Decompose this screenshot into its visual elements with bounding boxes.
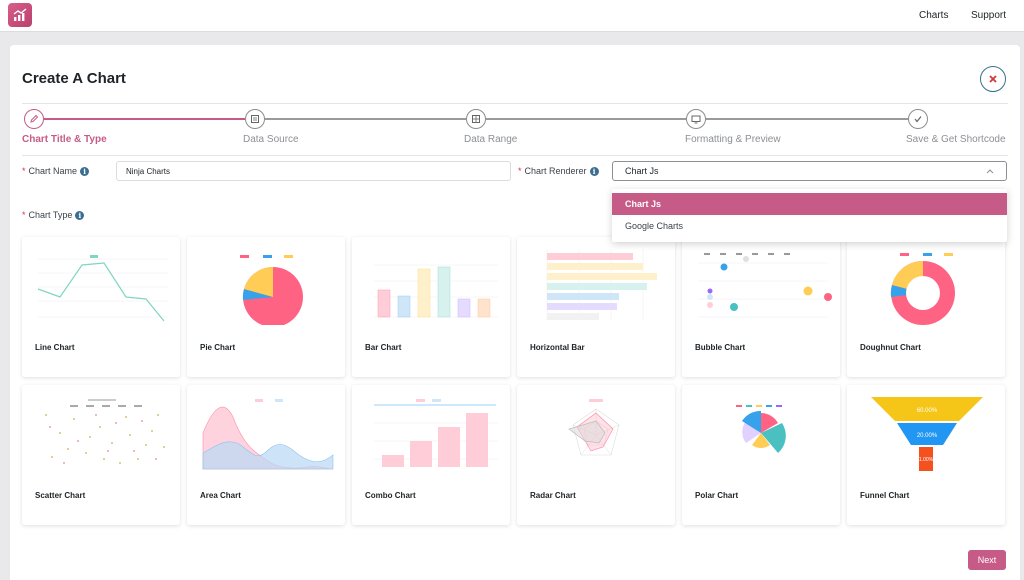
divider bbox=[22, 103, 1008, 104]
page-title: Create A Chart bbox=[22, 70, 126, 87]
card-label: Polar Chart bbox=[695, 491, 739, 500]
step-connector bbox=[265, 118, 466, 120]
check-icon bbox=[914, 116, 922, 123]
chart-name-label-text: Chart Name bbox=[28, 166, 78, 176]
chart-renderer-select[interactable]: Chart Js bbox=[612, 161, 1007, 181]
card-label: Scatter Chart bbox=[35, 491, 86, 500]
step-5-circle[interactable] bbox=[908, 109, 928, 129]
info-icon[interactable]: i bbox=[75, 210, 85, 220]
card-label: Area Chart bbox=[200, 491, 241, 500]
required-mark: * bbox=[518, 166, 522, 176]
renderer-option-chart-js[interactable]: Chart Js bbox=[612, 193, 1007, 215]
divider bbox=[22, 155, 1008, 156]
pencil-icon bbox=[30, 114, 39, 123]
card-label: Funnel Chart bbox=[860, 491, 910, 500]
step-3-circle[interactable] bbox=[466, 109, 486, 129]
chart-type-card-pie[interactable]: Pie Chart bbox=[187, 237, 345, 377]
card-label: Bar Chart bbox=[365, 343, 402, 352]
card-label: Pie Chart bbox=[200, 343, 236, 352]
polar-chart-thumbnail bbox=[736, 405, 786, 453]
funnel-label-bottom: 1.00% bbox=[919, 457, 934, 463]
horizontal-bar-chart-thumbnail bbox=[546, 249, 657, 321]
chart-logo-icon bbox=[13, 8, 27, 21]
funnel-chart-thumbnail: 60.00% 20.00% 1.00% bbox=[871, 397, 983, 471]
chart-renderer-label: * Chart Renderer i bbox=[518, 166, 599, 176]
nav-support[interactable]: Support bbox=[971, 10, 1007, 21]
bubble-chart-thumbnail bbox=[698, 253, 832, 318]
chart-type-card-polar[interactable]: Polar Chart bbox=[682, 385, 840, 525]
step-5-label[interactable]: Save & Get Shortcode bbox=[906, 134, 1006, 145]
card-label: Doughnut Chart bbox=[860, 343, 921, 352]
renderer-option-google-charts[interactable]: Google Charts bbox=[625, 221, 684, 231]
combo-chart-thumbnail bbox=[374, 399, 498, 467]
info-icon[interactable]: i bbox=[589, 166, 599, 176]
line-chart-thumbnail bbox=[37, 255, 168, 322]
chart-type-card-bar[interactable]: Bar Chart bbox=[352, 237, 510, 377]
data-source-icon bbox=[251, 115, 259, 123]
step-2-circle[interactable] bbox=[245, 109, 265, 129]
app-logo[interactable] bbox=[8, 3, 32, 27]
chart-type-card-radar[interactable]: Radar Chart bbox=[517, 385, 675, 525]
required-mark: * bbox=[22, 166, 26, 176]
next-button[interactable]: Next bbox=[968, 550, 1006, 570]
area-chart-thumbnail bbox=[202, 399, 334, 470]
chart-type-card-funnel[interactable]: 60.00% 20.00% 1.00% Funnel Chart bbox=[847, 385, 1005, 525]
step-4-label[interactable]: Formatting & Preview bbox=[685, 134, 781, 145]
card-label: Horizontal Bar bbox=[530, 343, 585, 352]
chart-type-label: * Chart Type i bbox=[22, 210, 85, 220]
step-1-label[interactable]: Chart Title & Type bbox=[22, 134, 107, 145]
chart-type-label-text: Chart Type bbox=[28, 210, 73, 220]
chart-type-card-doughnut[interactable]: Doughnut Chart bbox=[847, 237, 1005, 377]
chart-type-card-scatter[interactable]: Scatter Chart bbox=[22, 385, 180, 525]
top-bar: Charts Support bbox=[0, 0, 1024, 32]
card-label: Bubble Chart bbox=[695, 343, 746, 352]
chart-name-input[interactable] bbox=[116, 161, 511, 181]
step-connector bbox=[706, 118, 908, 120]
step-3-label[interactable]: Data Range bbox=[464, 134, 518, 145]
close-button[interactable] bbox=[980, 66, 1006, 92]
chart-type-card-area[interactable]: Area Chart bbox=[187, 385, 345, 525]
bar-chart-thumbnail bbox=[374, 264, 498, 318]
step-connector bbox=[486, 118, 686, 120]
chart-name-label: * Chart Name i bbox=[22, 166, 90, 176]
chart-type-card-line[interactable]: Line Chart bbox=[22, 237, 180, 377]
close-icon bbox=[989, 75, 997, 83]
step-connector bbox=[44, 118, 245, 120]
doughnut-chart-thumbnail bbox=[890, 253, 955, 325]
required-mark: * bbox=[22, 210, 26, 220]
step-2-label[interactable]: Data Source bbox=[243, 134, 299, 145]
step-1-circle[interactable] bbox=[24, 109, 44, 129]
chart-renderer-value: Chart Js bbox=[625, 166, 659, 176]
chart-type-card-horizontal-bar[interactable]: Horizontal Bar bbox=[517, 237, 675, 377]
chart-renderer-dropdown: Chart Js Google Charts bbox=[612, 189, 1007, 242]
preview-icon bbox=[691, 115, 701, 124]
card-label: Combo Chart bbox=[365, 491, 416, 500]
chevron-up-icon bbox=[986, 169, 994, 174]
chart-type-card-bubble[interactable]: Bubble Chart bbox=[682, 237, 840, 377]
chart-type-card-combo[interactable]: Combo Chart bbox=[352, 385, 510, 525]
card-label: Line Chart bbox=[35, 343, 75, 352]
data-range-icon bbox=[472, 115, 480, 123]
radar-chart-thumbnail bbox=[568, 399, 620, 456]
create-chart-panel: Create A Chart bbox=[10, 45, 1020, 580]
pie-chart-thumbnail bbox=[240, 255, 303, 325]
info-icon[interactable]: i bbox=[80, 166, 90, 176]
funnel-label-middle: 20.00% bbox=[917, 433, 938, 439]
funnel-label-top: 60.00% bbox=[917, 408, 938, 414]
step-4-circle[interactable] bbox=[686, 109, 706, 129]
card-label: Radar Chart bbox=[530, 491, 576, 500]
chart-renderer-label-text: Chart Renderer bbox=[524, 166, 587, 176]
nav-charts[interactable]: Charts bbox=[919, 10, 949, 21]
scatter-chart-thumbnail bbox=[45, 399, 165, 464]
